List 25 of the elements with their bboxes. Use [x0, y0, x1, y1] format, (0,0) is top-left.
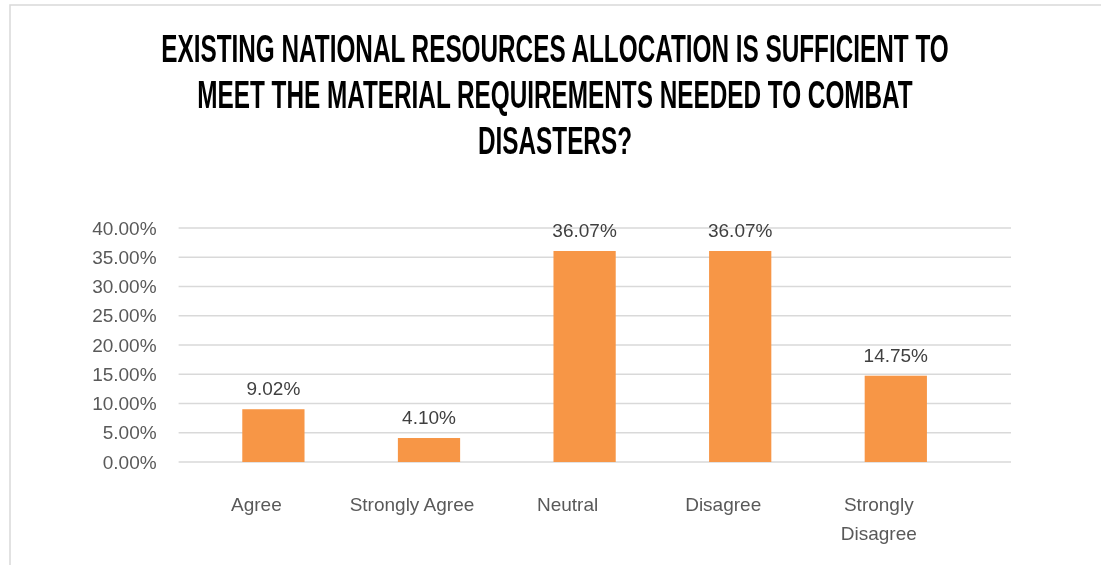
- data-label: 4.10%: [402, 407, 457, 429]
- x-tick-label: Neutral: [536, 494, 599, 515]
- data-label: 36.07%: [707, 219, 773, 241]
- x-tick-label: Disagree: [685, 494, 762, 515]
- y-tick-label: 20.00%: [92, 334, 157, 356]
- bar: [553, 250, 616, 462]
- bar: [397, 438, 461, 462]
- y-tick-label: 25.00%: [92, 305, 157, 327]
- y-tick-label: 35.00%: [92, 246, 157, 268]
- bar: [709, 250, 772, 462]
- x-tick-label: Strongly Agree: [349, 494, 475, 515]
- chart-title: EXISTING NATIONAL RESOURCES ALLOCATION IS SUFFICIENT TO MEET THE MATERIAL REQUIREMENTS NEEDED TO COMBAT DISASTERS?: [161, 27, 949, 163]
- y-tick-label: 0.00%: [102, 451, 157, 473]
- data-label: 14.75%: [863, 344, 929, 366]
- y-tick-label: 5.00%: [102, 422, 157, 444]
- data-label: 9.02%: [246, 378, 301, 400]
- x-tick-label: Agree: [231, 494, 282, 515]
- x-tick-label: Strongly Disagree: [840, 494, 917, 544]
- y-tick-label: 15.00%: [92, 363, 157, 385]
- y-tick-label: 40.00%: [92, 217, 157, 239]
- y-tick-label: 30.00%: [92, 276, 157, 298]
- bar: [864, 375, 927, 462]
- y-tick-label: 10.00%: [92, 393, 157, 415]
- data-label: 36.07%: [552, 219, 617, 241]
- bar: [242, 409, 305, 462]
